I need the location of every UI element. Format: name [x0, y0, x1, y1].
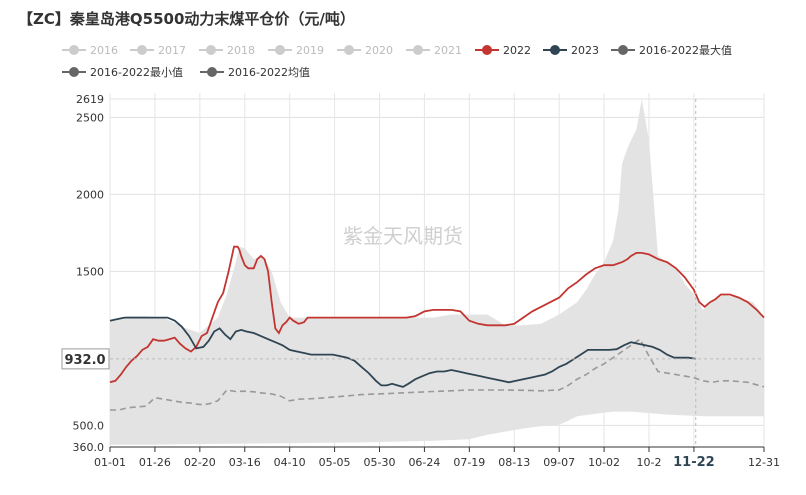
- legend-label: 2018: [227, 44, 255, 57]
- legend-label: 2023: [571, 44, 599, 57]
- chart-title: 【ZC】秦皇岛港Q5500动力末煤平仓价（元/吨）: [18, 10, 355, 28]
- legend-marker: [618, 45, 628, 55]
- legend-marker: [413, 45, 423, 55]
- x-tick-label: 04-10: [274, 456, 306, 469]
- legend-marker: [482, 45, 492, 55]
- legend-item[interactable]: 2017: [130, 44, 186, 57]
- x-tick-label: 03-16: [229, 456, 261, 469]
- x-tick-label: 05-30: [364, 456, 396, 469]
- legend-label: 2016-2022最大值: [639, 43, 732, 57]
- y-tick-label: 2000: [76, 188, 104, 201]
- legend-item[interactable]: 2019: [268, 44, 324, 57]
- x-tick-label: 11-22: [673, 455, 715, 470]
- x-tick-label: 02-20: [184, 456, 216, 469]
- legend-label: 2016-2022最小值: [90, 66, 183, 79]
- y-tick-label: 2619: [76, 93, 104, 106]
- legend-item[interactable]: 2018: [199, 44, 255, 57]
- legend-item[interactable]: 2023: [543, 44, 599, 57]
- legend-marker: [69, 45, 79, 55]
- legend-item[interactable]: 2016-2022均值: [200, 66, 310, 79]
- series-line-2023: [109, 316, 696, 388]
- x-tick-label: 01-26: [139, 456, 171, 469]
- series-line-2022: [109, 245, 765, 384]
- x-tick-label: 05-05: [319, 456, 351, 469]
- x-tick-label: 10-02: [588, 456, 620, 469]
- x-tick-label: 08-13: [498, 456, 530, 469]
- chart-legend: 2016 2017 2018 2019 2020 2021 2022 2023 2016-202…: [62, 43, 732, 79]
- legend-marker: [207, 67, 217, 77]
- x-tick-label: 06-24: [408, 456, 440, 469]
- legend-marker: [275, 45, 285, 55]
- watermark: 紫金天风期货: [343, 224, 463, 248]
- legend-label: 2021: [434, 44, 462, 57]
- y-tick-label: 360.0: [73, 441, 105, 454]
- legend-label: 2016: [90, 44, 118, 57]
- legend-item[interactable]: 2022: [475, 44, 531, 57]
- legend-item[interactable]: 2016: [62, 44, 118, 57]
- y-tick-label: 2500: [76, 111, 104, 124]
- crosshair-label-box: [61, 348, 110, 370]
- legend-marker: [344, 45, 354, 55]
- legend-marker: [137, 45, 147, 55]
- legend-marker: [206, 45, 216, 55]
- x-tick-label: 09-07: [543, 456, 575, 469]
- x-tick-label: 10-2: [637, 456, 662, 469]
- crosshair-label: 932.0: [64, 353, 105, 368]
- legend-label: 2020: [365, 44, 393, 57]
- y-tick-label: 500.0: [73, 419, 105, 432]
- legend-item[interactable]: 2016-2022最小值: [62, 66, 183, 79]
- series-band-max-min: [110, 99, 764, 445]
- x-tick-label: 01-01: [94, 456, 126, 469]
- legend-label: 2017: [158, 44, 186, 57]
- legend-item[interactable]: 2016-2022最大值: [611, 43, 732, 57]
- legend-label: 2019: [296, 44, 324, 57]
- legend-item[interactable]: 2020: [337, 44, 393, 57]
- legend-label: 2016-2022均值: [228, 66, 310, 79]
- legend-marker: [550, 45, 560, 55]
- plot-area: 360.0 500.0 1500 2000 2500 2619 01-01 01-26 02-2…: [61, 93, 780, 470]
- legend-marker: [69, 67, 79, 77]
- y-tick-label: 1500: [76, 265, 104, 278]
- legend-label: 2022: [503, 44, 531, 57]
- legend-item[interactable]: 2021: [406, 44, 462, 57]
- x-tick-label: 12-31: [748, 456, 780, 469]
- x-tick-label: 07-19: [453, 456, 485, 469]
- series-line-2016-2022均值: [110, 338, 765, 411]
